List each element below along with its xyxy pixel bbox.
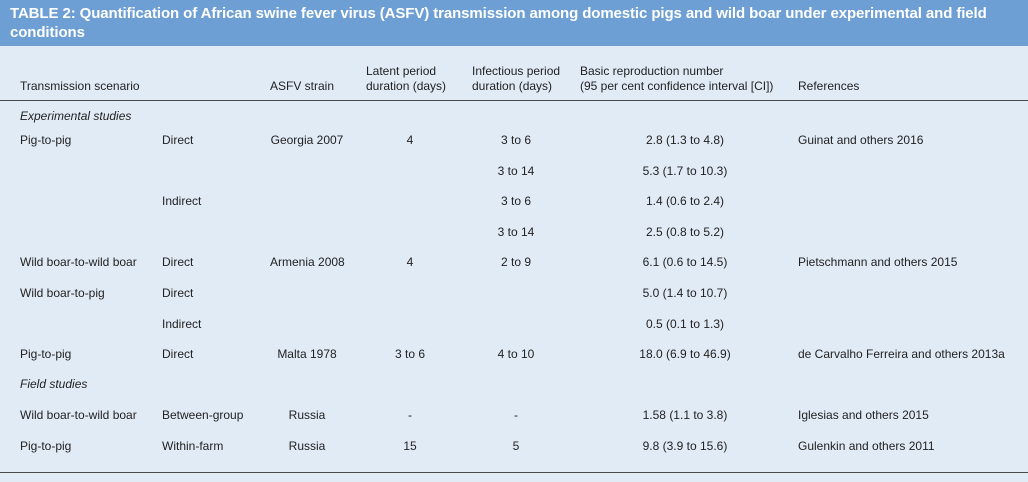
cell-type: Indirect [162, 194, 202, 208]
section-experimental: Experimental studies [20, 109, 132, 123]
cell-type: Within-farm [162, 439, 224, 453]
cell-r0: 6.1 (0.6 to 14.5) [642, 255, 728, 269]
cell-strain: Russia [288, 439, 326, 453]
table-row: Wild boar-to-wild boar Between-group Rus… [0, 400, 1028, 430]
table-row: 3 to 14 2.5 (0.8 to 5.2) [0, 217, 1028, 247]
cell-infectious: - [514, 408, 518, 422]
header-r0: Basic reproduction number (95 per cent c… [580, 64, 773, 94]
header-scenario: Transmission scenario [20, 79, 140, 93]
cell-r0: 1.58 (1.1 to 3.8) [642, 408, 728, 422]
cell-infectious: 3 to 14 [497, 225, 535, 239]
cell-strain: Russia [288, 408, 326, 422]
cell-r0: 9.8 (3.9 to 15.6) [642, 439, 728, 453]
cell-scenario: Pig-to-pig [20, 347, 72, 361]
header-latent: Latent period duration (days) [366, 64, 446, 94]
cell-r0: 1.4 (0.6 to 2.4) [645, 194, 725, 208]
cell-scenario: Wild boar-to-wild boar [20, 408, 137, 422]
table-row: Wild boar-to-wild boar Direct Armenia 20… [0, 247, 1028, 277]
cell-latent: 15 [403, 439, 417, 453]
cell-infectious: 4 to 10 [497, 347, 535, 361]
header-r0-line2: (95 per cent confidence interval [CI]) [580, 79, 774, 93]
header-latent-line2: duration (days) [366, 79, 447, 93]
cell-r0: 18.0 (6.9 to 46.9) [639, 347, 731, 361]
section-field: Field studies [20, 377, 88, 391]
cell-reference: Iglesias and others 2015 [798, 408, 929, 422]
cell-reference: Guinat and others 2016 [798, 133, 924, 147]
cell-reference: Pietschmann and others 2015 [798, 255, 958, 269]
cell-scenario: Pig-to-pig [20, 133, 72, 147]
cell-strain: Malta 1978 [277, 347, 337, 361]
cell-infectious: 3 to 6 [500, 133, 532, 147]
cell-reference: de Carvalho Ferreira and others 2013a [798, 347, 1005, 361]
cell-infectious: 3 to 6 [500, 194, 532, 208]
cell-type: Direct [162, 255, 194, 269]
header-references: References [798, 79, 860, 93]
cell-r0: 5.3 (1.7 to 10.3) [642, 164, 728, 178]
header-infectious-line2: duration (days) [472, 79, 553, 93]
cell-r0: 0.5 (0.1 to 1.3) [645, 317, 725, 331]
cell-scenario: Pig-to-pig [20, 439, 72, 453]
header-latent-line1: Latent period [366, 64, 437, 78]
table-row: Pig-to-pig Direct Malta 1978 3 to 6 4 to… [0, 339, 1028, 369]
cell-reference: Gulenkin and others 2011 [798, 439, 935, 453]
cell-scenario: Wild boar-to-wild boar [20, 255, 137, 269]
cell-type: Between-group [162, 408, 244, 422]
header-r0-line1: Basic reproduction number [580, 64, 724, 78]
cell-infectious: 3 to 14 [497, 164, 535, 178]
cell-type: Indirect [162, 317, 202, 331]
header-infectious-line1: Infectious period [472, 64, 561, 78]
cell-latent: 3 to 6 [394, 347, 426, 361]
cell-r0: 5.0 (1.4 to 10.7) [642, 286, 728, 300]
cell-r0: 2.5 (0.8 to 5.2) [645, 225, 725, 239]
cell-type: Direct [162, 286, 194, 300]
table-row: Wild boar-to-pig Direct 5.0 (1.4 to 10.7… [0, 278, 1028, 308]
table-row: Pig-to-pig Within-farm Russia 15 5 9.8 (… [0, 431, 1028, 461]
cell-type: Direct [162, 347, 194, 361]
table-row: Indirect 3 to 6 1.4 (0.6 to 2.4) [0, 186, 1028, 216]
table-row: Pig-to-pig Direct Georgia 2007 4 3 to 6 … [0, 125, 1028, 155]
bottom-rule [0, 472, 1028, 473]
cell-strain: Georgia 2007 [270, 133, 344, 147]
table-caption: TABLE 2: Quantification of African swine… [0, 0, 1028, 46]
cell-type: Direct [162, 133, 194, 147]
cell-infectious: 5 [512, 439, 520, 453]
cell-scenario: Wild boar-to-pig [20, 286, 105, 300]
cell-infectious: 2 to 9 [500, 255, 532, 269]
cell-latent: 4 [406, 255, 414, 269]
table-row: Indirect 0.5 (0.1 to 1.3) [0, 309, 1028, 339]
header-strain: ASFV strain [270, 79, 335, 93]
table-row: 3 to 14 5.3 (1.7 to 10.3) [0, 156, 1028, 186]
cell-latent: 4 [406, 133, 414, 147]
header-infectious: Infectious period duration (days) [472, 64, 560, 94]
cell-latent: - [408, 408, 412, 422]
cell-strain: Armenia 2008 [270, 255, 345, 269]
cell-r0: 2.8 (1.3 to 4.8) [645, 133, 725, 147]
table-header: Transmission scenario ASFV strain Latent… [0, 46, 1028, 101]
